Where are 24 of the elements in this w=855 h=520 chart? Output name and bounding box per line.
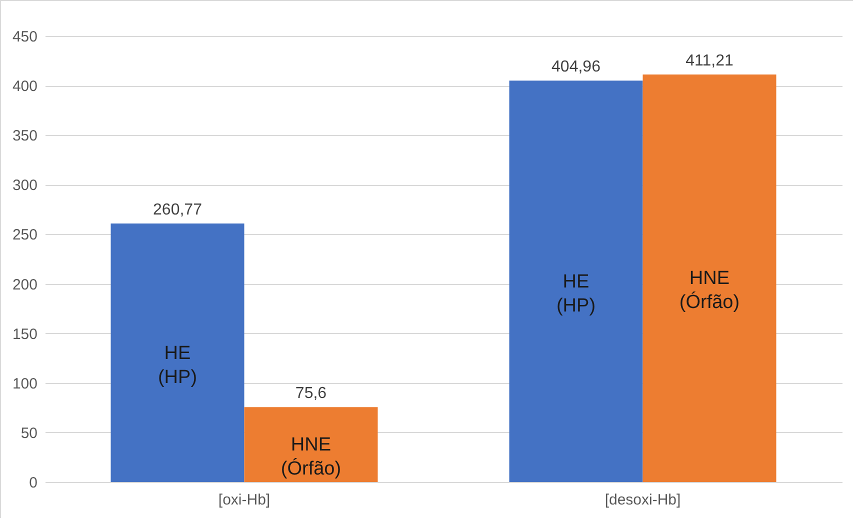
text: HNE (Órfão) [679, 268, 740, 314]
data-label: 404,96 [552, 58, 601, 76]
bar [509, 80, 643, 482]
bar [244, 407, 378, 482]
data-label: 411,21 [686, 52, 734, 70]
x-tick-label: [desoxi-Hb] [604, 492, 681, 508]
data-label: 75,6 [295, 385, 327, 402]
y-tick-label: 400 [12, 78, 38, 96]
y-tick-label: 300 [12, 177, 38, 194]
y-tick-label: 100 [12, 375, 38, 392]
x-tick-label: [oxi-Hb] [218, 492, 270, 508]
bar [110, 224, 244, 482]
y-tick-label: 150 [12, 326, 38, 343]
y-tick-label: 50 [20, 424, 38, 442]
y-tick-label: 350 [12, 128, 38, 145]
data-label: 260,77 [153, 202, 202, 219]
bar [642, 74, 776, 482]
y-tick-label: 200 [12, 276, 38, 294]
series-label: HNE (Órfão) [280, 434, 342, 480]
series-label: HE (HP) [158, 342, 198, 388]
y-tick-label: 250 [12, 226, 38, 244]
y-tick-label: 0 [29, 474, 38, 492]
text: HE (HP) [556, 271, 596, 316]
y-tick-label: 450 [12, 28, 38, 46]
